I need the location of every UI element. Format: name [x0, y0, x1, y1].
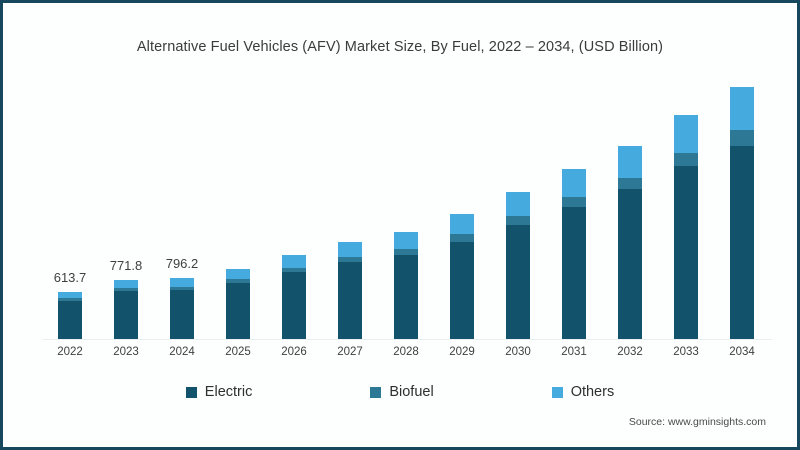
bar-value-label-2024: 796.2	[165, 255, 199, 271]
bar-2027[interactable]	[338, 242, 362, 339]
bar-segment-biofuel-2027[interactable]	[338, 256, 362, 263]
chart-title: Alternative Fuel Vehicles (AFV) Market S…	[136, 39, 664, 55]
bar-segment-electric-2026[interactable]	[282, 272, 306, 339]
legend-item-others[interactable]: Others	[551, 384, 615, 400]
legend-swatch-icon-electric	[185, 386, 197, 398]
bar-segment-others-2034[interactable]	[730, 87, 754, 131]
bar-segment-biofuel-2023[interactable]	[114, 288, 138, 292]
plot-area: 613.7 771.8 796.2	[42, 87, 770, 339]
x-tick-2022: 2022	[57, 346, 83, 358]
bar-2030[interactable]	[506, 192, 530, 339]
bar-segment-biofuel-2026[interactable]	[282, 267, 306, 273]
bar-2033[interactable]	[674, 115, 698, 339]
x-tick-2033: 2033	[673, 346, 699, 358]
bar-segment-electric-2032[interactable]	[618, 189, 642, 339]
legend-swatch-icon-biofuel	[370, 386, 382, 398]
bar-segment-biofuel-2033[interactable]	[674, 152, 698, 167]
bar-segment-others-2022[interactable]	[58, 291, 82, 299]
x-tick-2030: 2030	[505, 346, 531, 358]
bar-segment-biofuel-2025[interactable]	[226, 279, 250, 283]
bar-2029[interactable]	[450, 213, 474, 339]
bar-2028[interactable]	[394, 232, 418, 339]
bar-segment-electric-2031[interactable]	[562, 206, 586, 339]
x-axis-line	[42, 339, 772, 340]
bar-segment-others-2031[interactable]	[562, 169, 586, 197]
bar-segment-biofuel-2030[interactable]	[506, 216, 530, 225]
bar-segment-others-2026[interactable]	[282, 255, 306, 268]
bar-segment-electric-2023[interactable]	[114, 291, 138, 339]
source-attribution: Source: www.gminsights.com	[628, 416, 766, 428]
x-tick-2027: 2027	[337, 346, 363, 358]
bar-2025[interactable]	[226, 269, 250, 339]
chart-canvas: Alternative Fuel Vehicles (AFV) Market S…	[6, 6, 794, 444]
bar-segment-electric-2025[interactable]	[226, 282, 250, 339]
bar-segment-biofuel-2031[interactable]	[562, 196, 586, 207]
bar-2026[interactable]	[282, 255, 306, 339]
bar-segment-electric-2024[interactable]	[170, 289, 194, 339]
x-tick-2025: 2025	[225, 346, 251, 358]
bar-2022[interactable]: 613.7	[54, 270, 86, 339]
x-tick-2024: 2024	[169, 346, 195, 358]
bar-segment-others-2027[interactable]	[338, 242, 362, 257]
bar-segment-biofuel-2029[interactable]	[450, 234, 474, 242]
bar-segment-electric-2030[interactable]	[506, 224, 530, 339]
x-tick-2029: 2029	[449, 346, 475, 358]
bar-segment-biofuel-2032[interactable]	[618, 177, 642, 190]
bar-segment-electric-2034[interactable]	[730, 145, 754, 339]
bar-2024[interactable]: 796.2	[166, 256, 198, 339]
bar-segment-biofuel-2022[interactable]	[58, 298, 82, 301]
bar-segment-biofuel-2028[interactable]	[394, 249, 418, 256]
legend-label: Electric	[204, 384, 253, 400]
legend-label: Biofuel	[389, 384, 434, 400]
bar-segment-electric-2022[interactable]	[58, 300, 82, 339]
bar-segment-others-2030[interactable]	[506, 192, 530, 217]
bar-segment-others-2024[interactable]	[170, 277, 194, 287]
bar-segment-others-2032[interactable]	[618, 145, 642, 178]
x-tick-2026: 2026	[281, 346, 307, 358]
bar-segment-others-2023[interactable]	[114, 279, 138, 289]
chart-legend: Electric Biofuel Others	[6, 384, 794, 400]
bar-segment-others-2033[interactable]	[674, 115, 698, 153]
x-tick-2031: 2031	[561, 346, 587, 358]
bar-segment-biofuel-2024[interactable]	[170, 286, 194, 290]
bar-segment-electric-2029[interactable]	[450, 241, 474, 339]
bar-value-label-2023: 771.8	[109, 257, 143, 273]
x-tick-2032: 2032	[617, 346, 643, 358]
bar-2032[interactable]	[618, 145, 642, 339]
bar-segment-electric-2033[interactable]	[674, 166, 698, 339]
bar-segment-others-2025[interactable]	[226, 269, 250, 280]
bar-2034[interactable]	[730, 87, 754, 339]
x-tick-2023: 2023	[113, 346, 139, 358]
bar-2031[interactable]	[562, 169, 586, 339]
bar-segment-electric-2027[interactable]	[338, 262, 362, 339]
x-tick-2028: 2028	[393, 346, 419, 358]
x-tick-2034: 2034	[729, 346, 755, 358]
bar-value-label-2022: 613.7	[53, 269, 87, 285]
legend-item-electric[interactable]: Electric	[185, 384, 253, 400]
bar-2023[interactable]: 771.8	[110, 258, 142, 339]
bar-segment-electric-2028[interactable]	[394, 255, 418, 339]
bar-segment-others-2029[interactable]	[450, 213, 474, 235]
bar-segment-biofuel-2034[interactable]	[730, 130, 754, 146]
x-axis-ticks: 2022 2023 2024 2025 2026 2027 2028 2029 2030 2031…	[42, 346, 770, 364]
legend-item-biofuel[interactable]: Biofuel	[370, 384, 434, 400]
bar-segment-others-2028[interactable]	[394, 232, 418, 250]
legend-label: Others	[570, 384, 615, 400]
legend-swatch-icon-others	[551, 386, 563, 398]
